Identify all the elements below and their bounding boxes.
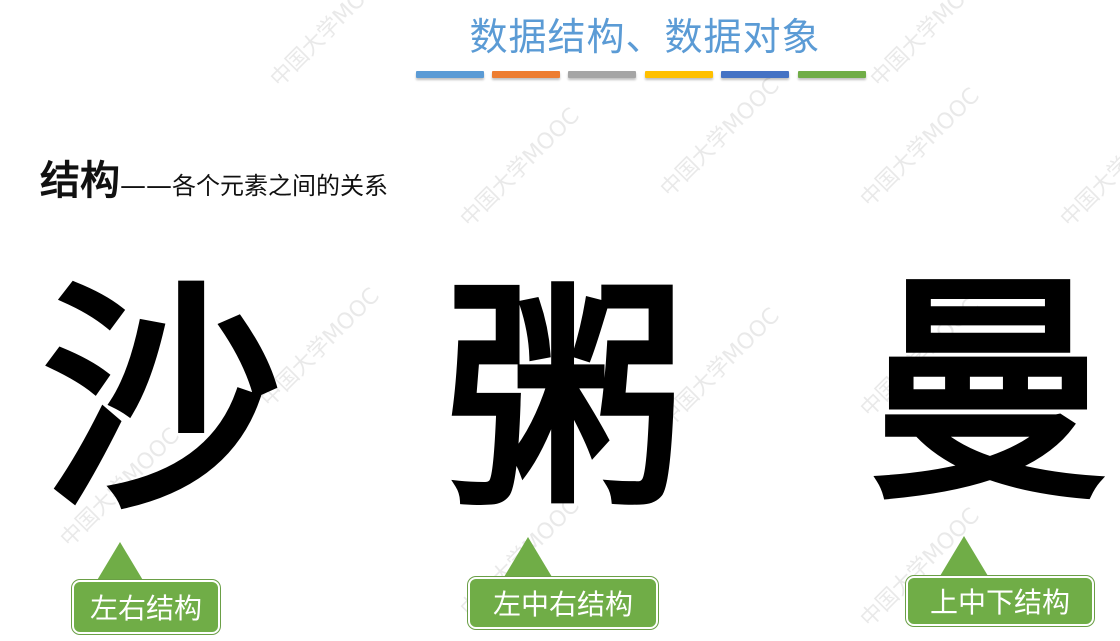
label-left-right: 左右结构 bbox=[72, 580, 220, 634]
watermark: 中国大学MOOC bbox=[265, 0, 395, 93]
callout-pointer bbox=[940, 536, 988, 576]
callout-pointer bbox=[96, 542, 144, 582]
color-bars bbox=[416, 71, 868, 79]
heading-description: 各个元素之间的关系 bbox=[172, 172, 388, 200]
color-bar bbox=[568, 71, 636, 78]
watermark: 中国大学MOOC bbox=[1055, 103, 1120, 233]
label-left-middle-right: 左中右结构 bbox=[468, 577, 658, 629]
character-top-middle-bottom: 曼 bbox=[868, 251, 1109, 533]
section-heading: 结构——各个元素之间的关系 bbox=[40, 148, 388, 206]
character-left-middle-right: 粥 bbox=[445, 259, 686, 541]
color-bar bbox=[492, 71, 560, 78]
watermark: 中国大学MOOC bbox=[855, 83, 985, 213]
watermark: 中国大学MOOC bbox=[455, 103, 585, 233]
color-bar bbox=[798, 71, 866, 78]
callout-pointer bbox=[504, 537, 552, 577]
watermark: 中国大学MOOC bbox=[655, 73, 785, 203]
color-bar bbox=[721, 71, 789, 78]
heading-term: 结构 bbox=[40, 158, 120, 204]
heading-dash: —— bbox=[120, 171, 172, 201]
color-bar bbox=[416, 71, 484, 78]
label-top-middle-bottom: 上中下结构 bbox=[906, 576, 1094, 626]
slide-title: 数据结构、数据对象 bbox=[469, 15, 821, 59]
color-bar bbox=[645, 71, 713, 78]
character-left-right: 沙 bbox=[42, 259, 283, 541]
